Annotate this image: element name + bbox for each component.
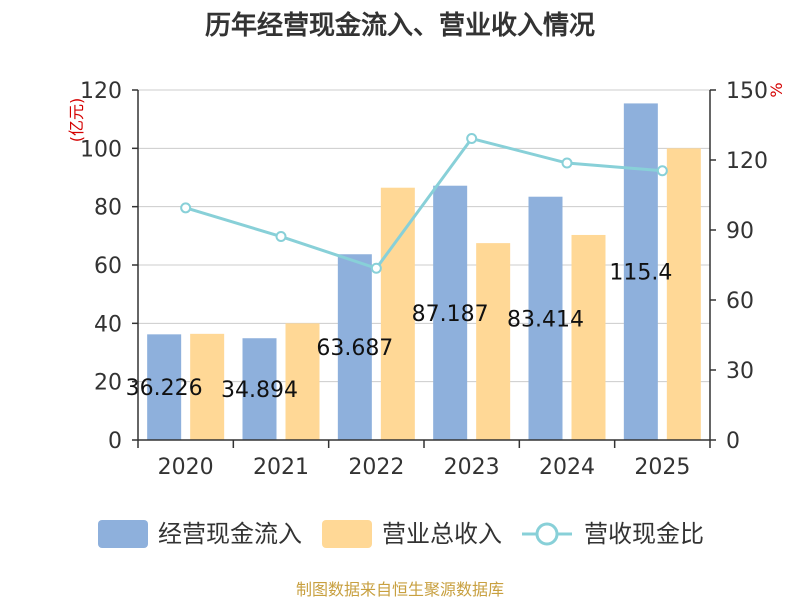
data-label-cash-inflow: 87.187 [412, 302, 489, 327]
ratio-point [561, 157, 573, 169]
left-tick-label: 0 [108, 429, 122, 454]
legend-label-cash-inflow: 经营现金流入 [158, 520, 302, 548]
bars [147, 103, 701, 441]
chart-title: 历年经营现金流入、营业收入情况 [205, 10, 595, 41]
bar-revenue [666, 148, 701, 441]
legend-label-ratio: 营收现金比 [584, 520, 704, 548]
data-label-cash-inflow: 83.414 [507, 307, 584, 332]
bar-cash-inflow [147, 334, 182, 440]
ratio-point [656, 165, 668, 177]
right-tick-label: 150 [726, 79, 768, 104]
right-tick-label: 60 [726, 289, 754, 314]
x-tick-label: 2022 [348, 455, 404, 480]
right-tick-label: 120 [726, 149, 768, 174]
right-tick-label: 0 [726, 429, 740, 454]
legend-swatch-revenue [322, 520, 372, 548]
ratio-point [466, 133, 478, 145]
bar-revenue [476, 243, 511, 440]
bar-cash-inflow [433, 185, 468, 440]
left-tick-label: 40 [94, 312, 122, 337]
legend-swatch-ratio-marker [535, 522, 559, 546]
bar-revenue [571, 234, 606, 440]
bar-cash-inflow [337, 254, 372, 440]
x-tick-label: 2023 [444, 455, 500, 480]
left-tick-label: 120 [80, 79, 122, 104]
data-label-cash-inflow: 36.226 [126, 376, 203, 401]
grid-lines [138, 89, 710, 383]
bar-cash-inflow [528, 196, 563, 440]
data-label-cash-inflow: 115.4 [609, 261, 672, 286]
x-tick-label: 2021 [253, 455, 309, 480]
bar-revenue [285, 323, 320, 440]
legend: 经营现金流入 营业总收入 营收现金比 [98, 520, 704, 548]
right-tick-label: 30 [726, 359, 754, 384]
bar-cash-inflow [623, 103, 658, 441]
left-tick-label: 100 [80, 137, 122, 162]
bar-revenue [380, 187, 415, 440]
left-tick-label: 60 [94, 254, 122, 279]
ratio-line [180, 133, 668, 274]
axes: 0 20 40 60 80 100 120 0 30 60 90 120 150 2020 2021 2022… [80, 79, 768, 480]
bar-revenue [190, 333, 225, 440]
left-axis-unit: (亿元) [67, 98, 86, 143]
source-note: 制图数据来自恒生聚源数据库 [296, 580, 504, 599]
ratio-point [180, 202, 192, 214]
left-tick-label: 80 [94, 196, 122, 221]
x-tick-label: 2024 [539, 455, 595, 480]
ratio-point [275, 231, 287, 243]
legend-label-revenue: 营业总收入 [382, 520, 502, 548]
right-axis-unit: % [767, 82, 786, 97]
bar-cash-inflow [242, 338, 277, 440]
ratio-point [370, 262, 382, 274]
x-tick-label: 2025 [634, 455, 690, 480]
data-label-cash-inflow: 63.687 [316, 336, 393, 361]
left-tick-label: 20 [94, 371, 122, 396]
ratio-line-path [185, 136, 663, 271]
x-tick-label: 2020 [158, 455, 214, 480]
right-tick-label: 90 [726, 219, 754, 244]
legend-swatch-cash-inflow [98, 520, 148, 548]
data-label-cash-inflow: 34.894 [221, 378, 298, 403]
